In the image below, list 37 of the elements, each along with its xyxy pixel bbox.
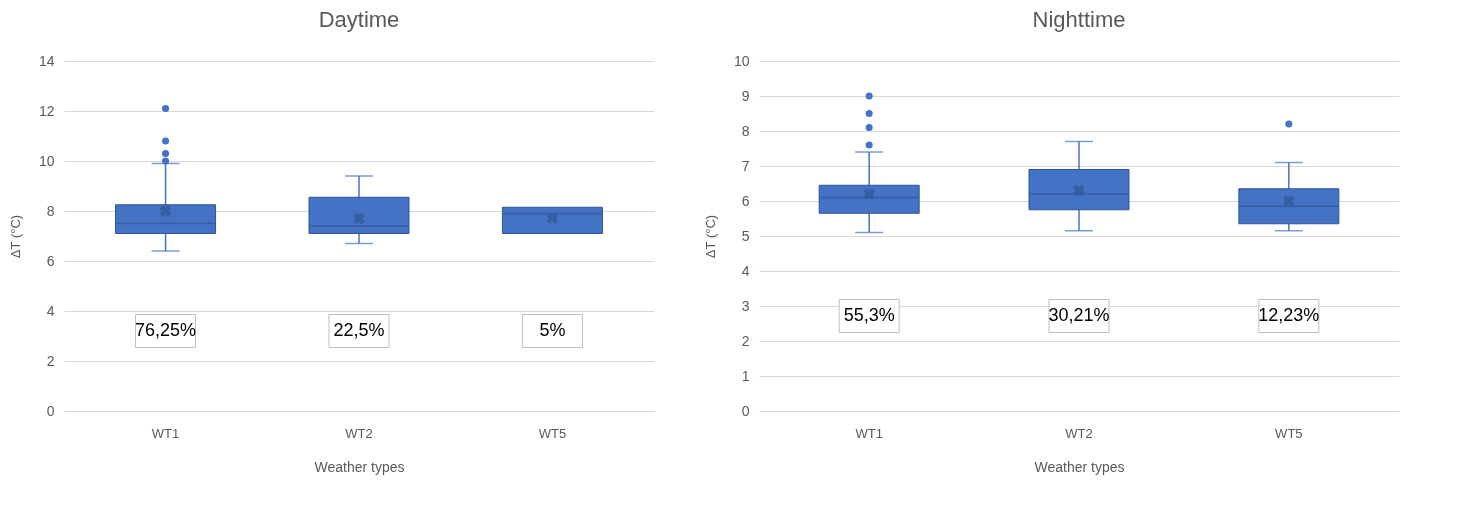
y-tick-label: 10 [733, 52, 750, 69]
y-tick-label: 12 [38, 102, 55, 119]
x-axis-title: Weather types [314, 458, 405, 475]
y-tick-label: 3 [741, 297, 750, 314]
annotation: 12,23% [1258, 305, 1320, 325]
y-tick-label: 6 [46, 252, 55, 269]
y-tick-label: 6 [741, 192, 750, 209]
y-tick-label: 2 [46, 352, 55, 369]
y-tick-label: 7 [741, 157, 750, 174]
x-tick-label: WT5 [1275, 425, 1303, 441]
annotation: 22,5% [333, 320, 385, 340]
x-axis-title: Weather types [1034, 458, 1125, 475]
annotation: 55,3% [843, 305, 895, 325]
y-tick-label: 14 [38, 52, 55, 69]
annotation: 76,25% [135, 320, 197, 340]
y-tick-label: 8 [46, 202, 55, 219]
y-tick-label: 0 [46, 402, 55, 419]
y-tick-label: 2 [741, 332, 750, 349]
y-tick-label: 10 [38, 152, 55, 169]
x-tick-label: WT2 [345, 425, 373, 441]
y-tick-label: 4 [741, 262, 750, 279]
y-tick-label: 9 [741, 87, 750, 104]
chart-title: Daytime [318, 7, 400, 32]
y-tick-label: 0 [741, 402, 750, 419]
y-tick-label: 1 [741, 367, 750, 384]
x-tick-label: WT1 [151, 425, 180, 441]
chart-title: Nighttime [1032, 7, 1126, 32]
y-tick-label: 5 [741, 227, 750, 244]
x-tick-label: WT5 [538, 425, 567, 441]
y-tick-label: 4 [46, 302, 55, 319]
x-tick-label: WT1 [855, 425, 883, 441]
y-tick-label: 8 [741, 122, 750, 139]
x-tick-label: WT2 [1065, 425, 1093, 441]
y-axis-title: ΔT (°C) [702, 214, 718, 259]
annotation: 5% [539, 320, 566, 340]
y-axis-title: ΔT (°C) [7, 214, 23, 259]
annotation: 30,21% [1048, 305, 1110, 325]
